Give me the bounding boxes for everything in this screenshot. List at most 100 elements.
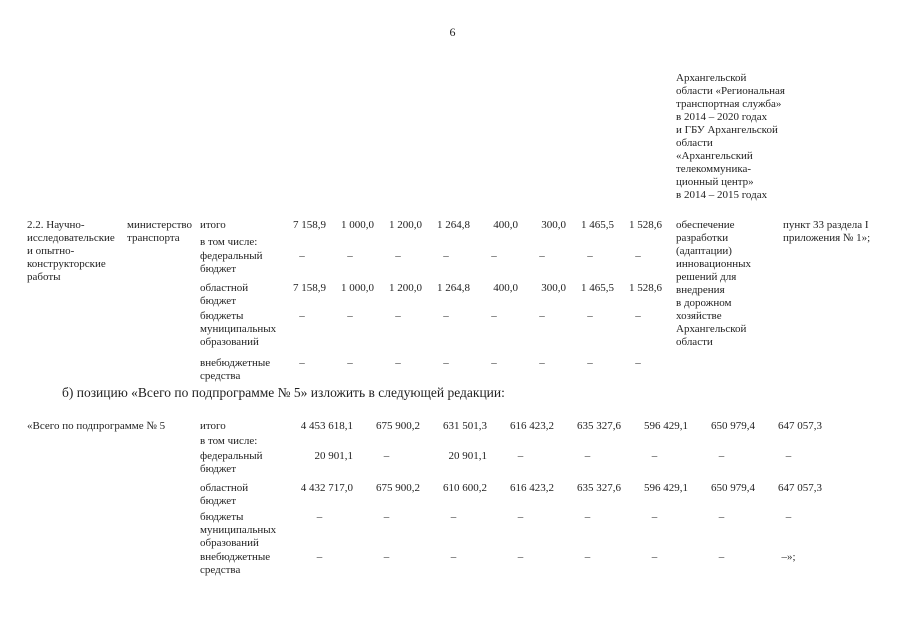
table1-expected-result: обеспечение разработки (адаптации) иннов… [676, 219, 752, 348]
budget-value-cell: – [517, 551, 524, 563]
budget-row: федеральный бюджет – – – – – – – – [200, 250, 662, 276]
budget-value-cell: – [651, 450, 658, 462]
budget-value-cell: – [383, 450, 390, 462]
budget-value-cell: 1 000,0 [341, 219, 374, 231]
budget-value-cell: – [651, 551, 658, 563]
budget-row: федеральный бюджет 20 901,1 – 20 901,1 – – – – – [200, 450, 822, 476]
budget-value-cell: – [491, 310, 497, 322]
budget-value-cell: – [718, 551, 725, 563]
budget-value-cell: 20 901,1 [448, 450, 488, 462]
budget-value-cell: – [635, 357, 641, 369]
budget-value-cell: 675 900,2 [376, 482, 420, 494]
budget-value-cell: 610 600,2 [443, 482, 487, 494]
budget-row: внебюджетные средства – – – – – – – – [200, 357, 662, 383]
budget-value-cell: 1 200,0 [389, 282, 422, 294]
budget-value-cell: – [718, 450, 725, 462]
budget-value-cell: 1 528,6 [629, 219, 662, 231]
budget-row-label: внебюджетные средства [200, 551, 271, 576]
budget-value-cell: – [587, 250, 593, 262]
budget-row-label: итого [200, 420, 226, 432]
budget-value-cell: – [383, 511, 390, 523]
amendment-intro: б) позицию «Всего по подпрограмме № 5» и… [62, 385, 505, 400]
budget-value-cell: – [584, 551, 591, 563]
budget-value-cell: – [635, 250, 641, 262]
budget-row-label: областной бюджет [200, 482, 249, 507]
budget-row-label: бюджеты муниципальных образований [200, 310, 277, 348]
budget-value-cell: 7 158,9 [293, 282, 326, 294]
budget-row: бюджеты муниципальных образований – – – – – – –… [200, 310, 662, 349]
budget-value-cell: – [395, 357, 401, 369]
budget-row: внебюджетные средства – – – – – – – –»; [200, 551, 822, 577]
budget-value-cell: – [395, 250, 401, 262]
budget-value-cell: – [584, 511, 591, 523]
budget-value-cell: – [347, 357, 353, 369]
budget-value-cell: 1 264,8 [437, 282, 470, 294]
budget-value-cell: – [383, 551, 390, 563]
budget-value-cell: 400,0 [493, 219, 518, 231]
budget-value-cell: – [347, 250, 353, 262]
budget-value-cell: – [785, 511, 792, 523]
budget-row: областной бюджет 7 158,9 1 000,0 1 200,0 1 2… [200, 282, 662, 308]
budget-value-cell: 596 429,1 [644, 420, 688, 432]
budget-row: бюджеты муниципальных образований – – – – – – –… [200, 511, 822, 550]
table1-executor: министерство транспорта [127, 219, 193, 244]
budget-value-cell: – [299, 250, 305, 262]
budget-value-cell: – [316, 511, 323, 523]
budget-value-cell: 616 423,2 [510, 420, 554, 432]
budget-value-cell: 7 158,9 [293, 219, 326, 231]
budget-value-cell: – [587, 310, 593, 322]
budget-row-label: итого [200, 219, 226, 231]
budget-value-cell: – [517, 450, 524, 462]
budget-value-cell: 647 057,3 [778, 420, 822, 432]
budget-value-cell: – [299, 310, 305, 322]
budget-value-cell: 1 528,6 [629, 282, 662, 294]
table1-reference: пункт 33 раздела I приложения № 1»; [783, 219, 871, 244]
budget-value-cell: – [584, 450, 591, 462]
budget-value-cell: 596 429,1 [644, 482, 688, 494]
budget-value-cell: – [587, 357, 593, 369]
budget-value-cell: – [539, 250, 545, 262]
budget-row: в том числе: [200, 236, 278, 249]
budget-value-cell: 20 901,1 [314, 450, 354, 462]
budget-row-label: в том числе: [200, 435, 258, 447]
budget-value-cell: 635 327,6 [577, 482, 621, 494]
budget-row: в том числе: [200, 435, 286, 448]
budget-value-cell: – [443, 357, 449, 369]
budget-value-cell: – [785, 450, 792, 462]
budget-value-cell: – [316, 551, 323, 563]
budget-value-cell: 647 057,3 [778, 482, 822, 494]
budget-value-cell: – [718, 511, 725, 523]
budget-value-cell: – [491, 250, 497, 262]
budget-row-label: в том числе: [200, 236, 258, 248]
budget-row: областной бюджет 4 432 717,0 675 900,2 610 … [200, 482, 822, 508]
budget-value-cell: – [651, 511, 658, 523]
budget-value-cell: 1 200,0 [389, 219, 422, 231]
budget-row-label: федеральный бюджет [200, 450, 263, 475]
budget-value-cell: – [635, 310, 641, 322]
budget-value-cell: – [347, 310, 353, 322]
table2-item-label: «Всего по подпрограмме № 5 [27, 420, 166, 432]
budget-value-cell: –»; [781, 551, 796, 563]
budget-row-label: внебюджетные средства [200, 357, 271, 382]
budget-value-cell: – [443, 310, 449, 322]
budget-row-label: бюджеты муниципальных образований [200, 511, 277, 549]
budget-row-label: областной бюджет [200, 282, 249, 307]
budget-value-cell: 675 900,2 [376, 420, 420, 432]
budget-value-cell: 650 979,4 [711, 420, 755, 432]
budget-value-cell: – [395, 310, 401, 322]
budget-value-cell: – [539, 310, 545, 322]
budget-value-cell: 4 453 618,1 [300, 420, 353, 432]
budget-value-cell: 300,0 [541, 219, 566, 231]
continuation-text-block: Архангельской области «Региональная тран… [676, 72, 785, 201]
budget-value-cell: – [539, 357, 545, 369]
budget-value-cell: 631 501,3 [443, 420, 487, 432]
budget-value-cell: 1 465,5 [581, 282, 614, 294]
table1-item-label: 2.2. Научно- исследовательские и опытно-… [27, 219, 115, 283]
budget-value-cell: 300,0 [541, 282, 566, 294]
budget-value-cell: 650 979,4 [711, 482, 755, 494]
budget-row-label: федеральный бюджет [200, 250, 263, 275]
budget-value-cell: – [517, 511, 524, 523]
budget-row: итого 4 453 618,1 675 900,2 631 501,3 616 42… [200, 420, 822, 433]
budget-value-cell: – [491, 357, 497, 369]
